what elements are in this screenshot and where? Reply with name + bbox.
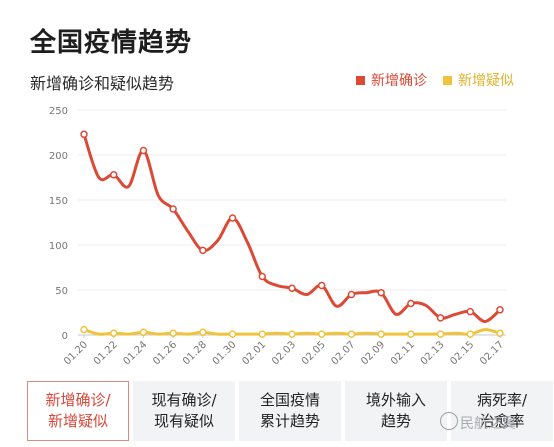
data-point-confirmed	[199, 246, 207, 255]
y-tick-label: 250	[49, 106, 68, 117]
data-point-suspected	[347, 330, 356, 338]
data-point-confirmed	[169, 205, 177, 213]
x-tick-label: 02.17	[478, 339, 506, 367]
tab-label: 病死率/ 治愈率	[476, 391, 528, 430]
data-point-suspected	[288, 330, 296, 338]
tab-fatality-cure-rate[interactable]: 病死率/ 治愈率	[451, 381, 553, 441]
data-point-confirmed	[496, 306, 504, 314]
y-tick-label: 100	[49, 241, 68, 252]
x-tick-label: 01.28	[181, 339, 209, 367]
data-point-suspected	[407, 330, 415, 338]
x-tick-label: 01.24	[122, 339, 150, 367]
chart-tabs: 新增确诊/ 新增疑似 现有确诊/ 现有疑似 全国疫情 累计趋势 境外输入 趋势 …	[27, 381, 554, 441]
chart-legend: 新增确诊 新增疑似	[356, 70, 514, 90]
data-point-suspected	[199, 328, 207, 337]
data-point-confirmed	[288, 284, 296, 292]
tab-label: 全国疫情 累计趋势	[259, 391, 320, 430]
y-tick-label: 50	[55, 286, 68, 297]
x-tick-label: 02.05	[300, 339, 328, 367]
data-point-suspected	[496, 329, 504, 337]
legend-item-confirmed[interactable]: 新增确诊	[356, 70, 427, 90]
tab-label: 新增确诊/ 新增疑似	[45, 391, 111, 430]
x-tick-label: 02.03	[270, 339, 298, 367]
page-title: 全国疫情趋势	[30, 28, 193, 58]
data-point-suspected	[377, 330, 385, 338]
x-tick-label: 02.13	[419, 339, 447, 367]
data-point-suspected	[228, 330, 237, 338]
data-point-confirmed	[466, 307, 475, 316]
data-point-confirmed	[317, 281, 326, 290]
tab-new-confirmed-suspected[interactable]: 新增确诊/ 新增疑似	[27, 381, 129, 441]
chart-title: 新增确诊和疑似趋势	[30, 74, 175, 93]
x-tick-label: 02.15	[448, 339, 476, 367]
legend-swatch-confirmed	[356, 75, 365, 85]
legend-label-suspected: 新增疑似	[458, 73, 514, 89]
y-tick-label: 0	[62, 331, 68, 342]
tab-label: 境外输入 趋势	[365, 391, 426, 430]
x-tick-label: 02.11	[389, 339, 417, 367]
watermark: 民航之翼	[460, 416, 516, 432]
tab-label: 现有确诊/ 现有疑似	[151, 391, 217, 430]
data-point-confirmed	[109, 171, 118, 179]
tab-cumulative-trend[interactable]: 全国疫情 累计趋势	[239, 381, 341, 441]
data-point-confirmed	[258, 272, 267, 281]
data-point-suspected	[436, 330, 445, 338]
data-point-suspected	[317, 330, 326, 338]
x-tick-label: 01.26	[151, 339, 179, 367]
x-tick-label: 01.22	[92, 339, 120, 367]
data-point-confirmed	[80, 130, 88, 139]
data-point-suspected	[139, 328, 148, 337]
y-tick-label: 150	[49, 196, 68, 207]
legend-label-confirmed: 新增确诊	[371, 73, 427, 89]
y-tick-label: 200	[49, 151, 68, 162]
x-tick-label: 02.09	[359, 339, 387, 367]
data-point-confirmed	[407, 299, 415, 308]
tab-current-confirmed-suspected[interactable]: 现有确诊/ 现有疑似	[133, 381, 235, 441]
legend-swatch-suspected	[443, 75, 452, 85]
data-point-confirmed	[228, 214, 237, 222]
data-point-confirmed	[377, 288, 385, 297]
x-tick-label: 01.20	[62, 339, 90, 367]
data-point-confirmed	[347, 290, 356, 299]
x-tick-label: 02.07	[330, 339, 358, 367]
x-tick-label: 01.30	[211, 339, 239, 367]
data-point-suspected	[109, 329, 118, 337]
data-point-suspected	[466, 330, 475, 338]
tab-imported-cases[interactable]: 境外输入 趋势	[345, 381, 447, 441]
data-point-suspected	[80, 325, 88, 334]
data-point-confirmed	[436, 314, 445, 322]
series-line-confirmed	[82, 133, 502, 323]
line-chart: 0 50 100 150 200 250 01.20 01.22 01.24 01.26 01.28…	[49, 106, 506, 367]
x-tick-label: 02.01	[240, 339, 268, 367]
data-point-suspected	[258, 330, 267, 338]
watermark-logo-icon	[440, 412, 458, 430]
data-point-confirmed	[139, 146, 148, 155]
legend-item-suspected[interactable]: 新增疑似	[443, 70, 514, 90]
data-point-suspected	[169, 329, 177, 337]
